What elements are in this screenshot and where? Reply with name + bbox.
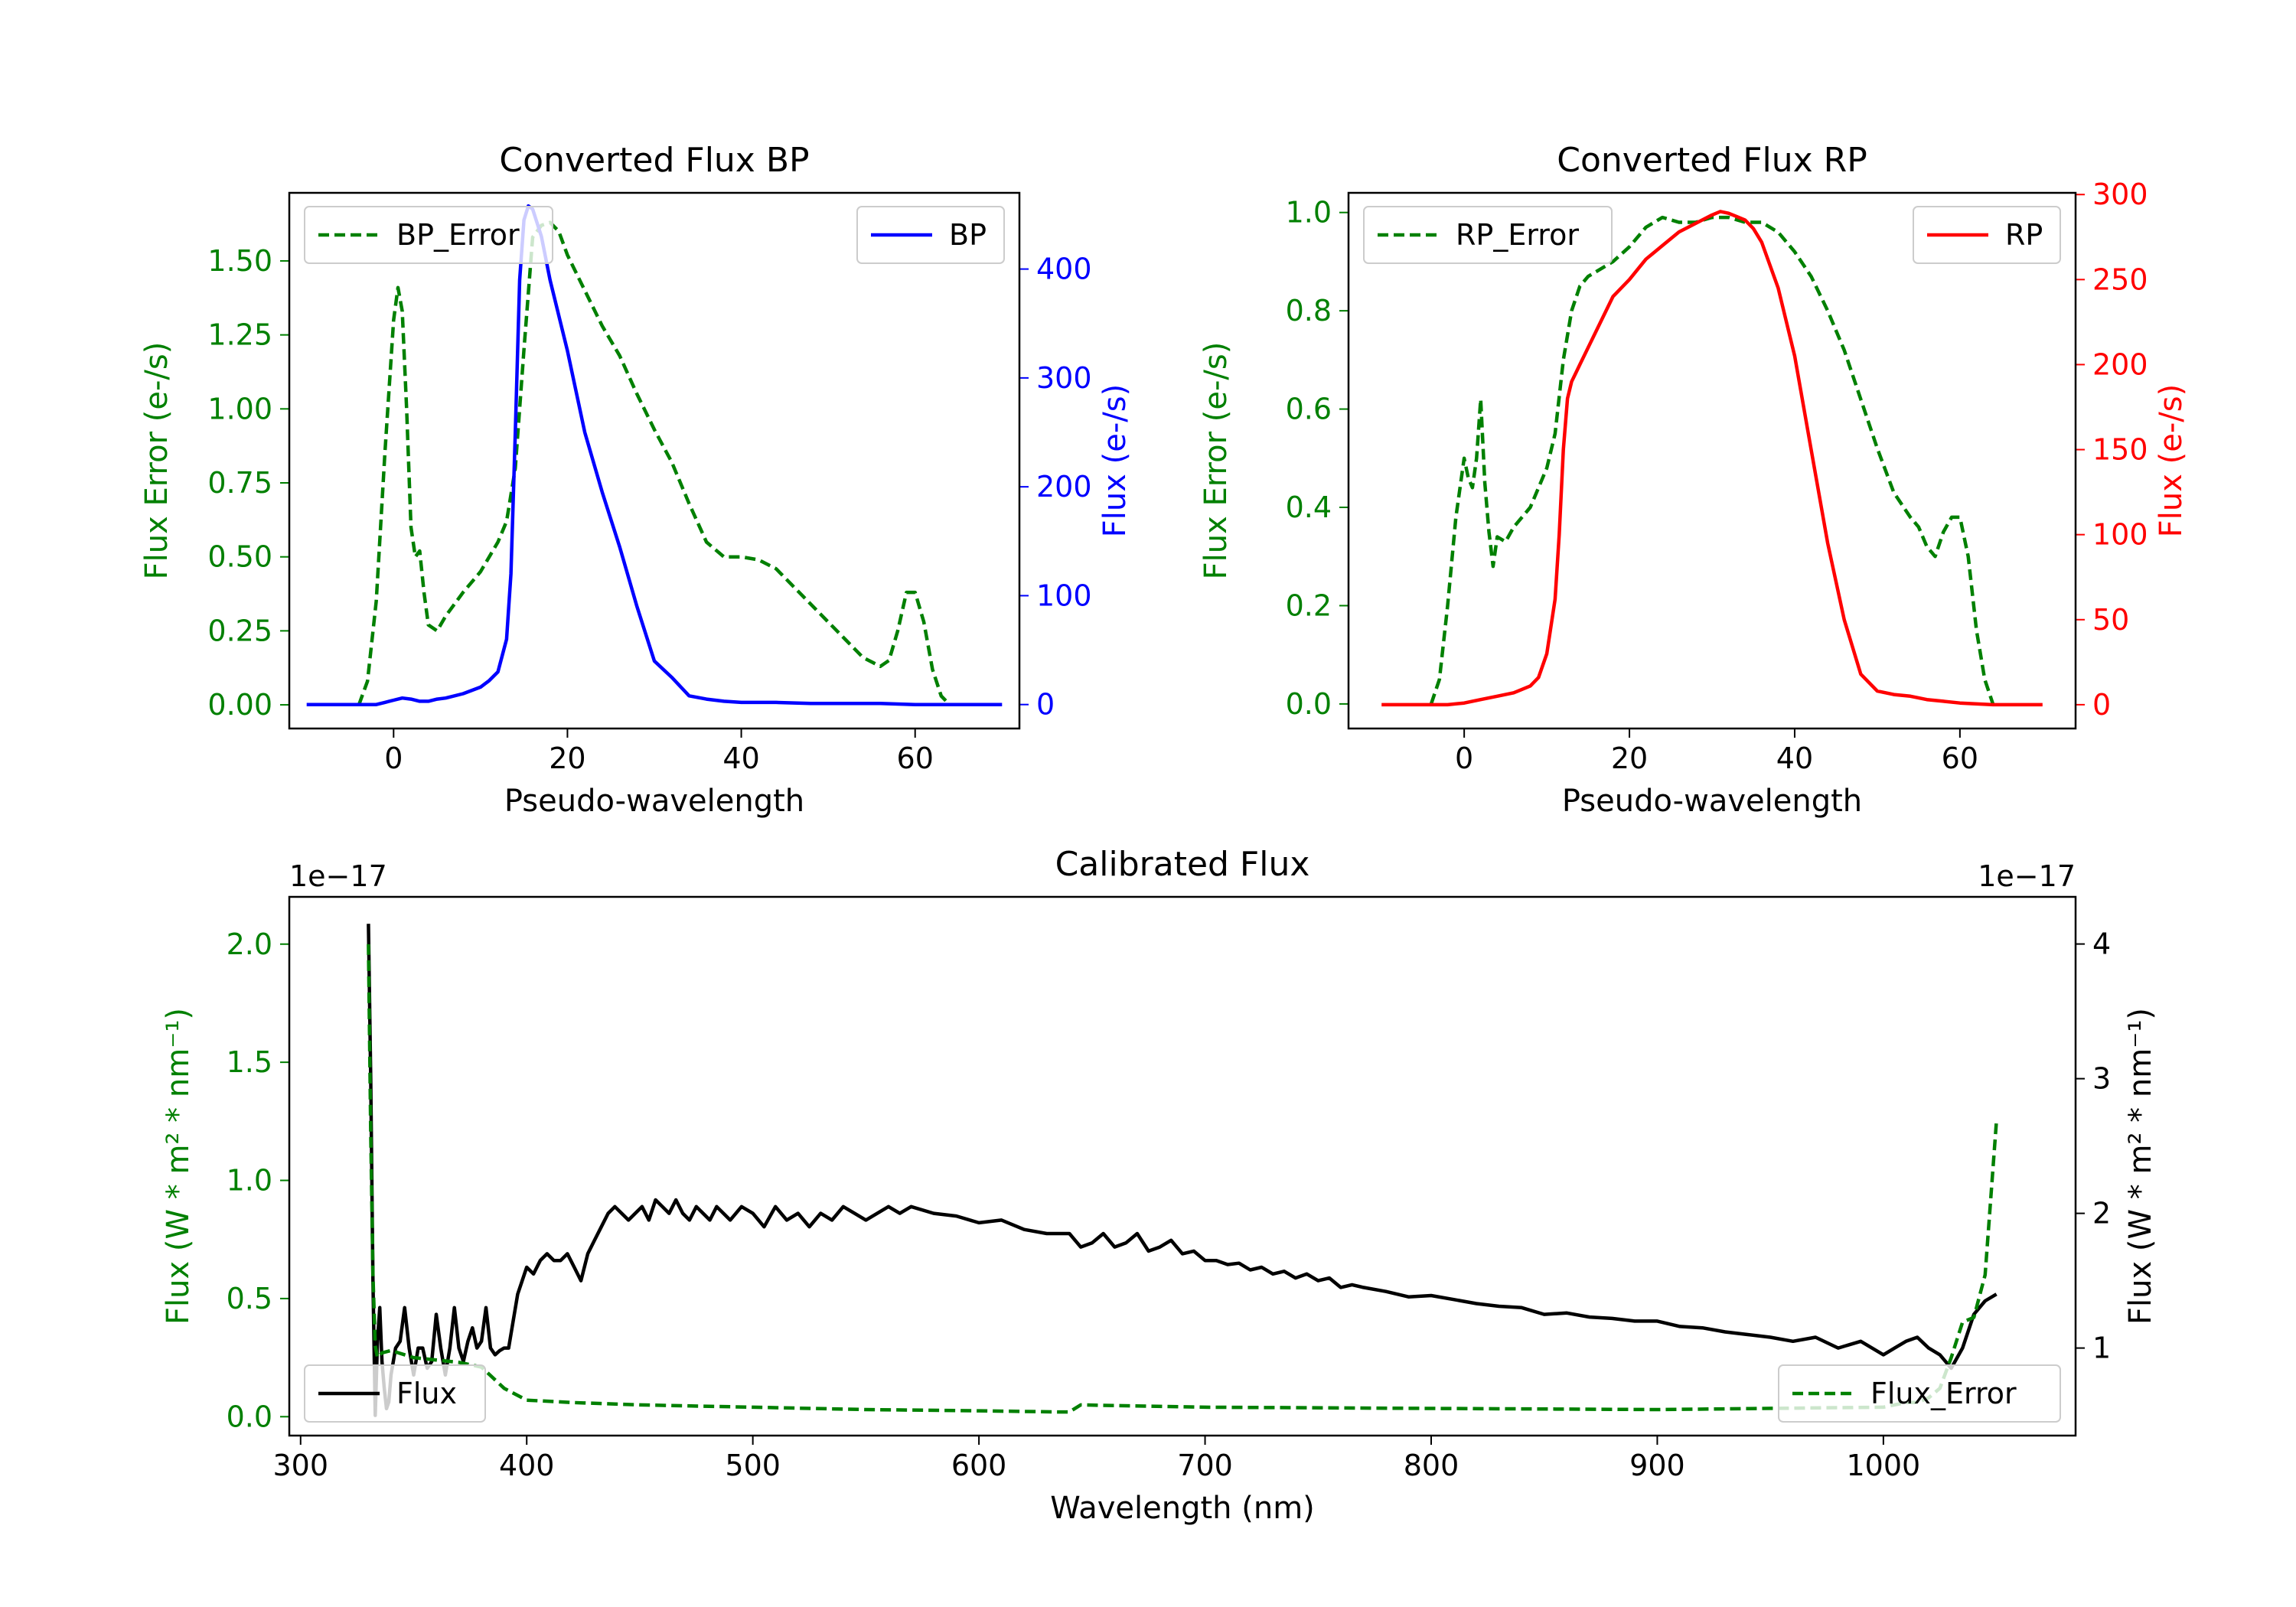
x-tick-label: 500 [725,1449,781,1482]
legend-box [1778,1364,2061,1423]
legend-label-flux: Flux [396,1377,457,1410]
y-left-tick-label: 0.2 [1286,588,1332,622]
y-right-tick-label: 0 [1036,688,1055,722]
y-right-tick-label: 3 [2092,1062,2111,1096]
x-tick-label: 40 [722,742,759,775]
legend-label-rp-error: RP_Error [1456,218,1579,252]
y-right-tick-label: 50 [2092,603,2129,637]
y-left-tick-label: 0.50 [207,540,272,574]
x-tick-label: 300 [273,1449,329,1482]
chart-title: Converted Flux RP [1557,141,1867,180]
x-axis-label: Pseudo-wavelength [1562,784,1862,819]
y-left-tick-label: 0.00 [207,688,272,722]
x-tick-label: 60 [897,742,934,775]
x-tick-label: 20 [1611,742,1648,775]
y-left-tick-label: 2.0 [227,927,272,961]
y-right-tick-label: 4 [2092,927,2111,961]
legend-box [304,206,553,264]
series-line-rp-error [1429,215,1995,705]
series-line-flux [367,924,1998,1417]
y-left-tick-label: 1.0 [227,1164,272,1198]
chart-2: Calibrated Flux 300 400 500 600 700 800 900 1000… [161,845,2158,1526]
y-right-tick-label: 300 [1036,361,1092,395]
y-right-tick-label: 250 [2092,262,2148,296]
y-left-tick-label: 1.5 [227,1045,272,1079]
y-left-tick-label: 0.4 [1286,491,1332,524]
chart-1: Converted Flux RP 0 20 40 60 Pseudo-wavelengt… [1199,141,2189,819]
x-tick-label: 0 [1455,742,1473,775]
x-axis-label: Pseudo-wavelength [504,784,804,819]
y-right-offset-text: 1e−17 [1978,859,2076,893]
series-line-flux-error [367,944,1998,1414]
x-tick-label: 1000 [1847,1449,1921,1482]
y-left-tick-label: 1.00 [207,392,272,425]
x-tick-label: 40 [1776,742,1813,775]
x-tick-label: 900 [1629,1449,1685,1482]
y-left-axis-label: Flux (W * m² * nm⁻¹) [161,1008,196,1325]
y-right-axis-label: Flux (e-/s) [1097,384,1133,537]
x-tick-label: 700 [1177,1449,1233,1482]
x-tick-label: 400 [499,1449,555,1482]
y-right-tick-label: 200 [2092,347,2148,381]
x-axis-label: Wavelength (nm) [1050,1491,1315,1526]
chart-title: Converted Flux BP [499,141,809,180]
series-line-rp [1381,210,2043,707]
y-left-axis-label: Flux Error (e-/s) [1199,342,1234,580]
x-tick-label: 800 [1404,1449,1459,1482]
y-right-tick-label: 100 [2092,518,2148,552]
x-tick-label: 20 [549,742,585,775]
y-right-axis-label: Flux (W * m² * nm⁻¹) [2123,1008,2158,1325]
y-right-tick-label: 150 [2092,433,2148,467]
y-right-tick-label: 2 [2092,1197,2111,1231]
y-right-tick-label: 1 [2092,1332,2111,1365]
y-left-tick-label: 0.75 [207,466,272,500]
chart-0: Converted Flux BP 0 20 40 60 Pseudo-wavelengt… [139,141,1133,819]
y-left-tick-label: 0.5 [227,1282,272,1315]
legend-label-rp: RP [2005,218,2043,252]
y-left-tick-label: 0.6 [1286,393,1332,426]
y-left-tick-label: 1.50 [207,244,272,278]
legend-label-flux-error: Flux_Error [1870,1377,2017,1410]
legend-box [304,1364,486,1423]
y-left-tick-label: 0.25 [207,614,272,647]
y-left-offset-text: 1e−17 [289,859,387,893]
y-right-tick-label: 0 [2092,688,2111,722]
y-left-tick-label: 1.25 [207,318,272,352]
y-right-tick-label: 200 [1036,470,1092,504]
chart-title: Calibrated Flux [1055,845,1310,884]
y-left-axis-label: Flux Error (e-/s) [139,342,174,580]
y-right-tick-label: 400 [1036,253,1092,286]
x-tick-label: 60 [1942,742,1978,775]
y-right-tick-label: 100 [1036,579,1092,612]
y-left-tick-label: 0.0 [227,1400,272,1433]
legend-label-bp-error: BP_Error [396,218,520,252]
y-left-tick-label: 1.0 [1286,196,1332,230]
series-line-bp-error [357,220,951,706]
plot-frame [288,895,2077,1437]
y-right-axis-label: Flux (e-/s) [2154,384,2189,537]
plot-frame [288,191,1021,730]
plot-frame [1347,191,2077,730]
y-right-tick-label: 300 [2092,178,2148,211]
legend-box [1363,206,1613,264]
y-left-tick-label: 0.0 [1286,687,1332,721]
y-left-tick-label: 0.8 [1286,294,1332,328]
legend-label-bp: BP [949,218,987,252]
x-tick-label: 600 [951,1449,1007,1482]
x-tick-label: 0 [384,742,403,775]
